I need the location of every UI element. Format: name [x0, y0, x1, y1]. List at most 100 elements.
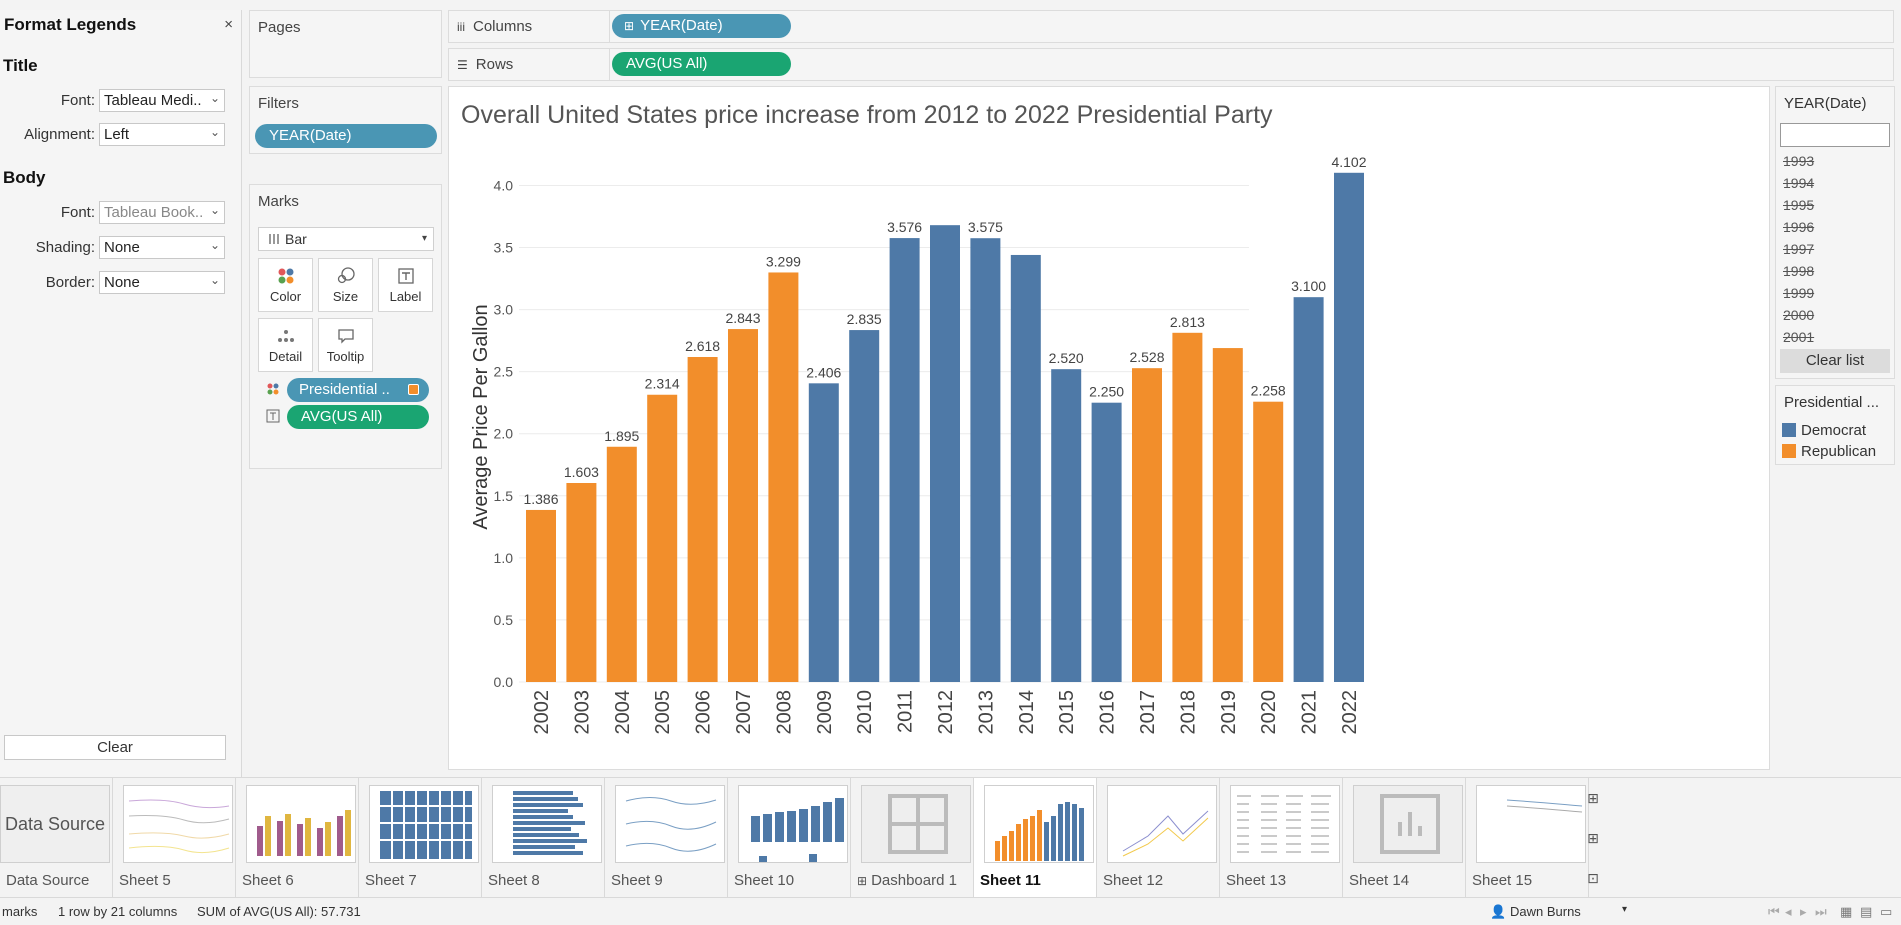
new-story-icon[interactable]: ⊡	[1587, 870, 1599, 886]
x-tick-label: 2022	[1339, 690, 1361, 735]
pages-card[interactable]: Pages	[249, 10, 442, 78]
body-font-select[interactable]: Tableau Book.. ⌄	[99, 201, 225, 224]
year-option[interactable]: 1999	[1783, 285, 1815, 301]
legend-item-democrat[interactable]: Democrat	[1782, 422, 1866, 439]
y-tick-label: 3.0	[494, 302, 514, 318]
bar[interactable]	[889, 238, 920, 682]
tab-sheet-15[interactable]: Sheet 15	[1466, 778, 1589, 898]
prev-page-icon[interactable]: ◂	[1785, 904, 1792, 919]
year-option[interactable]: 1996	[1783, 219, 1815, 235]
year-option[interactable]: 2001	[1783, 329, 1815, 345]
bar[interactable]	[1253, 401, 1284, 682]
bar[interactable]	[808, 383, 839, 682]
border-select[interactable]: None ⌄	[99, 271, 225, 294]
bar[interactable]	[1293, 297, 1324, 682]
label-button[interactable]: Label	[378, 258, 433, 312]
grid-view-icon[interactable]: ▦	[1840, 904, 1853, 919]
user-name[interactable]: Dawn Burns	[1510, 904, 1581, 919]
clear-button[interactable]: Clear	[4, 735, 226, 760]
year-option[interactable]: 1997	[1783, 241, 1815, 257]
new-dashboard-icon[interactable]: ⊞	[1587, 830, 1599, 846]
x-tick-label: 2014	[1016, 690, 1038, 735]
chart-title[interactable]: Overall United States price increase fro…	[461, 101, 1273, 129]
bar[interactable]	[687, 357, 718, 682]
tab-sheet-6[interactable]: Sheet 6	[236, 778, 359, 898]
bar[interactable]	[647, 394, 678, 682]
bar[interactable]	[606, 446, 637, 682]
size-button[interactable]: Size	[318, 258, 373, 312]
year-option[interactable]: 1993	[1783, 153, 1815, 169]
tab-sheet-12[interactable]: Sheet 12	[1097, 778, 1220, 898]
tab-sheet-7[interactable]: Sheet 7	[359, 778, 482, 898]
list-view-icon[interactable]: ▤	[1860, 904, 1873, 919]
bar[interactable]	[849, 330, 880, 682]
tooltip-button[interactable]: Tooltip	[318, 318, 373, 372]
alignment-select[interactable]: Left ⌄	[99, 123, 225, 146]
bar[interactable]	[1334, 172, 1364, 683]
detail-button[interactable]: Detail	[258, 318, 313, 372]
title-font-select[interactable]: Tableau Medi.. ⌄	[99, 89, 225, 112]
legend-item-republican[interactable]: Republican	[1782, 443, 1876, 460]
sheet-13-preview	[1237, 795, 1331, 853]
x-tick-label: 2012	[935, 690, 957, 735]
mark-type-select[interactable]: Bar ▾	[258, 227, 434, 251]
shading-select[interactable]: None ⌄	[99, 236, 225, 259]
rows-pill-avg[interactable]: AVG(US All)	[612, 52, 791, 76]
label-pill-avg[interactable]: AVG(US All)	[287, 405, 429, 429]
bar[interactable]	[1172, 332, 1203, 682]
year-option[interactable]: 1998	[1783, 263, 1815, 279]
tab-sheet-5[interactable]: Sheet 5	[113, 778, 236, 898]
body-section-heading: Body	[3, 168, 46, 187]
data-label: 1.386	[523, 491, 558, 507]
color-button[interactable]: Color	[258, 258, 313, 312]
filters-card: Filters YEAR(Date)	[249, 86, 442, 154]
bar[interactable]	[566, 483, 597, 682]
color-pill-presidential[interactable]: Presidential ..	[287, 378, 429, 402]
status-sum: SUM of AVG(US All): 57.731	[197, 904, 361, 919]
bar[interactable]	[1051, 369, 1082, 682]
year-option[interactable]: 1994	[1783, 175, 1815, 191]
tab-label: ⊞ Dashboard 1	[857, 872, 957, 889]
tab-sheet-14[interactable]: Sheet 14	[1343, 778, 1466, 898]
year-search-input[interactable]	[1780, 123, 1890, 147]
bar[interactable]	[526, 509, 556, 682]
tab-sheet-11[interactable]: Sheet 11	[974, 778, 1097, 898]
chevron-down-icon[interactable]: ▾	[1622, 904, 1628, 915]
filter-pill-year[interactable]: YEAR(Date)	[255, 124, 437, 148]
filmstrip-view-icon[interactable]: ▭	[1880, 904, 1893, 919]
tab-thumbnail	[1476, 785, 1586, 863]
clear-list-button[interactable]: Clear list	[1780, 349, 1890, 373]
tab-sheet-10[interactable]: Sheet 10	[728, 778, 851, 898]
close-icon[interactable]: ×	[224, 16, 233, 33]
dashboard-small-icon: ⊞	[857, 874, 868, 888]
year-option[interactable]: 1995	[1783, 197, 1815, 213]
bar[interactable]	[1010, 254, 1041, 682]
bar[interactable]	[1091, 402, 1122, 682]
year-option[interactable]: 2000	[1783, 307, 1815, 323]
data-label: 1.895	[604, 428, 639, 444]
last-page-icon[interactable]: ⏭	[1815, 904, 1827, 919]
bar[interactable]	[728, 329, 758, 682]
tab-sheet-13[interactable]: Sheet 13	[1220, 778, 1343, 898]
tab-sheet-9[interactable]: Sheet 9	[605, 778, 728, 898]
bar[interactable]	[768, 272, 799, 682]
y-tick-label: 2.5	[494, 364, 514, 380]
y-tick-label: 2.0	[494, 426, 514, 442]
detail-label: Detail	[268, 349, 303, 364]
data-label: 2.528	[1129, 349, 1164, 365]
bar[interactable]	[1212, 348, 1243, 682]
tab-label: Sheet 15	[1472, 872, 1533, 889]
columns-pill-year[interactable]: ⊞ YEAR(Date)	[612, 14, 791, 38]
new-worksheet-icon[interactable]: ⊞	[1587, 790, 1599, 806]
tab-dashboard-1[interactable]: ⊞ Dashboard 1	[851, 778, 974, 898]
sheet-9-preview	[625, 797, 717, 852]
color-encoding-icon	[267, 383, 279, 395]
first-page-icon[interactable]: ⏮	[1768, 904, 1780, 919]
next-page-icon[interactable]: ▸	[1800, 904, 1807, 919]
tab-sheet-8[interactable]: Sheet 8	[482, 778, 605, 898]
bar[interactable]	[970, 238, 1001, 682]
bar[interactable]	[930, 225, 960, 682]
tab-data-source[interactable]: Data Source Data Source	[0, 778, 113, 898]
tab-label: Sheet 12	[1103, 872, 1164, 889]
bar[interactable]	[1132, 368, 1162, 682]
